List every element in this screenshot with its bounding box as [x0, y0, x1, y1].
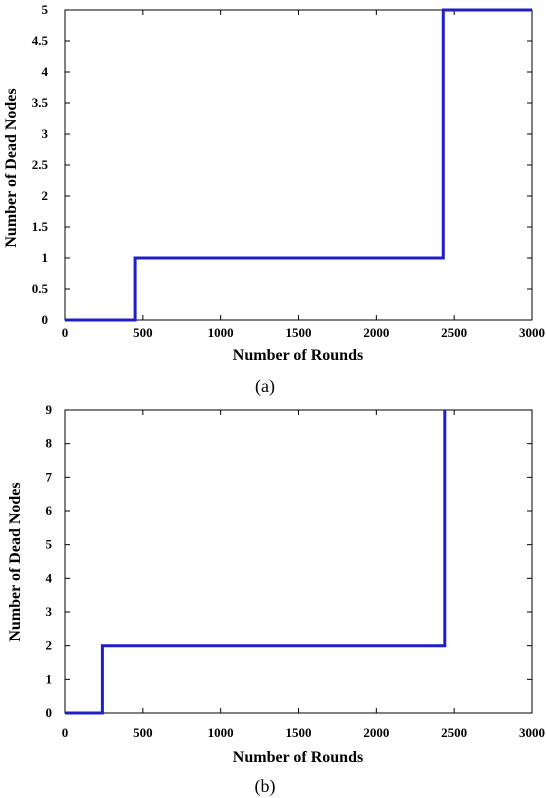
x-tick-label: 3000 [519, 725, 545, 740]
x-axis-title: Number of Rounds [233, 347, 363, 364]
y-axis-title: Number of Dead Nodes [7, 482, 24, 641]
x-axis-title: Number of Rounds [233, 749, 363, 766]
chart-panel-a: 0 500 1000 1500 2000 2500 3000 0 0.5 1 1.5 2 2.5 3 3.5… [3, 2, 545, 397]
x-tick-label: 2000 [363, 725, 389, 740]
y-tick-label: 5 [42, 2, 49, 17]
y-tick-label: 2.5 [32, 157, 49, 172]
x-tick-label: 2500 [441, 725, 467, 740]
x-tick-label: 1500 [286, 725, 312, 740]
x-tick-label: 500 [133, 725, 153, 740]
x-tick-label: 1000 [208, 325, 234, 340]
y-tick-label: 9 [46, 402, 53, 417]
y-tick-label: 4 [46, 570, 53, 585]
x-tick-label: 0 [62, 325, 69, 340]
y-tick-label: 3 [42, 126, 49, 141]
y-tick-label: 0 [42, 312, 49, 327]
series-line [65, 8, 532, 322]
x-tick-label: 2000 [363, 325, 389, 340]
plot-frame [64, 409, 533, 714]
x-tick-label: 2500 [441, 325, 467, 340]
x-tick-label: 3000 [519, 325, 545, 340]
y-axis-title: Number of Dead Nodes [3, 88, 20, 247]
y-tick-label: 4 [42, 64, 49, 79]
y-tick-label: 3 [46, 604, 53, 619]
x-tick-label: 0 [62, 725, 69, 740]
y-tick-label: 2 [46, 638, 53, 653]
y-tick-label: 2 [42, 188, 49, 203]
series-line [65, 410, 447, 715]
y-tick-label: 1 [46, 671, 53, 686]
y-tick-label: 8 [46, 436, 53, 451]
y-tick-label: 1.5 [32, 219, 49, 234]
x-tick-label: 1500 [286, 325, 312, 340]
x-tick-label: 1000 [208, 725, 234, 740]
x-tick-label: 500 [133, 325, 153, 340]
y-tick-label: 4.5 [32, 33, 49, 48]
y-tick-label: 5 [46, 537, 53, 552]
panel-caption: (b) [255, 776, 276, 797]
y-tick-label: 0.5 [32, 281, 49, 296]
y-tick-label: 6 [46, 503, 53, 518]
y-tick-label: 0 [46, 705, 53, 720]
y-tick-label: 7 [46, 469, 53, 484]
y-tick-label: 3.5 [32, 95, 49, 110]
panel-caption: (a) [255, 376, 275, 397]
chart-panel-b: 0 500 1000 1500 2000 2500 3000 0 1 2 3 4 5 6 7 8 9 Number… [7, 402, 545, 797]
y-tick-label: 1 [42, 250, 49, 265]
